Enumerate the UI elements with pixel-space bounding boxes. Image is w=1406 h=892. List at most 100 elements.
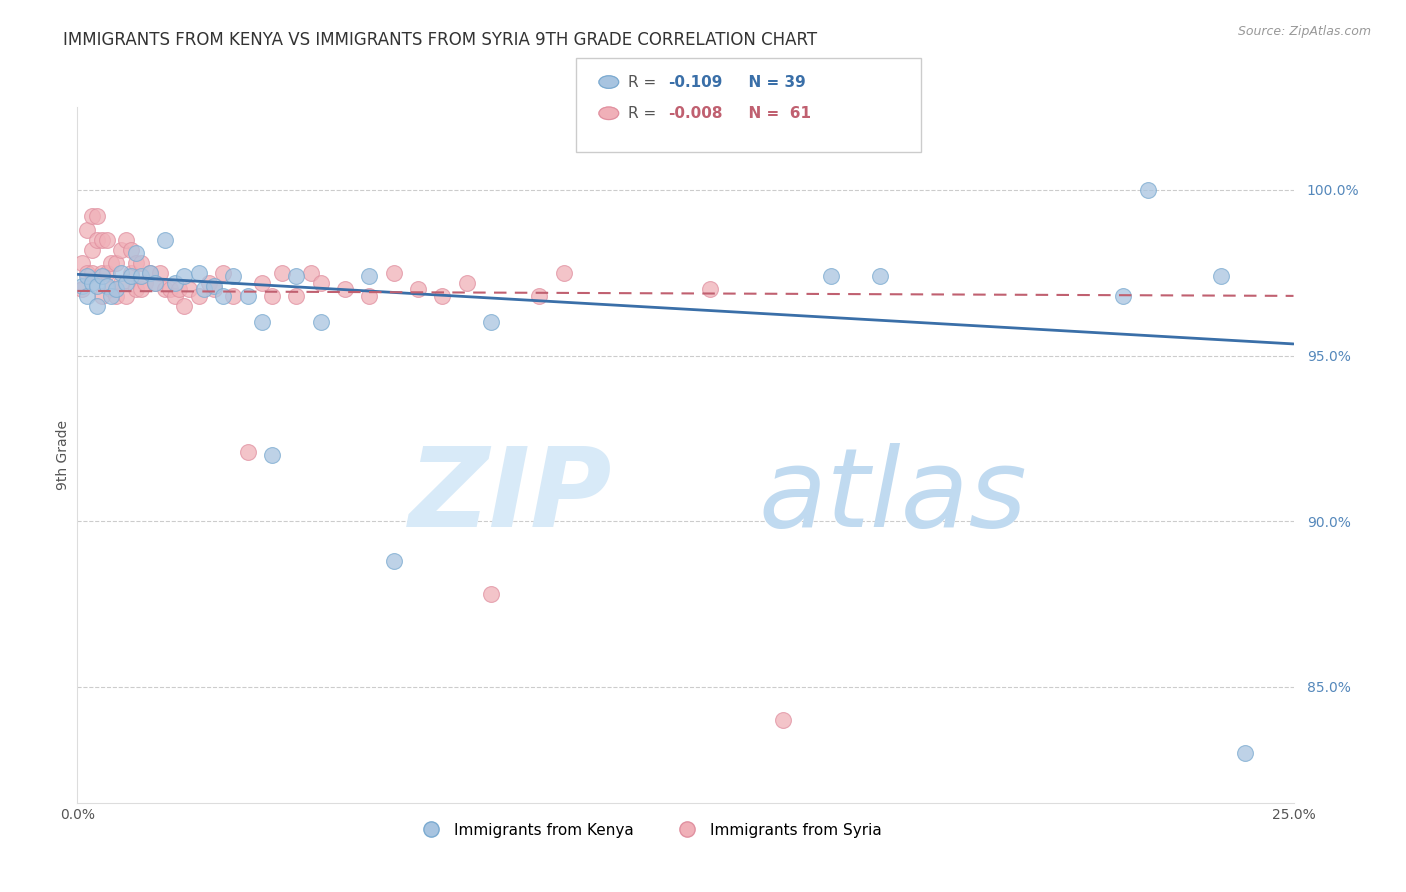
Point bbox=[430, 289, 453, 303]
Text: ZIP: ZIP bbox=[409, 443, 613, 550]
Point bbox=[406, 282, 429, 296]
Point bbox=[149, 266, 172, 280]
Point bbox=[359, 268, 381, 283]
Point bbox=[197, 276, 219, 290]
Point bbox=[159, 282, 181, 296]
Point bbox=[479, 315, 502, 329]
Point bbox=[188, 266, 211, 280]
Point bbox=[173, 299, 195, 313]
Point bbox=[202, 279, 225, 293]
Point bbox=[153, 282, 176, 296]
Point bbox=[143, 276, 166, 290]
Point bbox=[285, 289, 308, 303]
Text: R =: R = bbox=[628, 106, 662, 121]
Point bbox=[120, 243, 142, 257]
Point bbox=[125, 256, 148, 270]
Point bbox=[222, 268, 245, 283]
Point bbox=[169, 282, 191, 296]
Point bbox=[359, 289, 381, 303]
Point bbox=[90, 268, 112, 283]
Point bbox=[76, 268, 98, 283]
Text: -0.109: -0.109 bbox=[668, 75, 723, 90]
Point bbox=[110, 276, 132, 290]
Point bbox=[309, 276, 332, 290]
Point bbox=[110, 266, 132, 280]
Point bbox=[100, 289, 122, 303]
Point bbox=[90, 233, 112, 247]
Point bbox=[382, 554, 405, 568]
Point bbox=[134, 276, 156, 290]
Point bbox=[70, 279, 93, 293]
Point bbox=[70, 256, 93, 270]
Point bbox=[179, 282, 201, 296]
Point bbox=[125, 282, 148, 296]
Point bbox=[1209, 268, 1232, 283]
Point bbox=[1136, 183, 1159, 197]
Point bbox=[250, 315, 273, 329]
Point bbox=[90, 266, 112, 280]
Point bbox=[76, 289, 98, 303]
Point bbox=[202, 282, 225, 296]
Point bbox=[80, 243, 103, 257]
Point bbox=[100, 282, 122, 296]
Text: Source: ZipAtlas.com: Source: ZipAtlas.com bbox=[1237, 25, 1371, 38]
Point bbox=[105, 289, 128, 303]
Point bbox=[100, 256, 122, 270]
Point bbox=[120, 268, 142, 283]
Point bbox=[105, 256, 128, 270]
Point bbox=[80, 266, 103, 280]
Point bbox=[333, 282, 356, 296]
Point bbox=[90, 289, 112, 303]
Point bbox=[105, 282, 128, 296]
Point bbox=[382, 266, 405, 280]
Point bbox=[80, 276, 103, 290]
Text: N = 39: N = 39 bbox=[738, 75, 806, 90]
Point bbox=[260, 289, 283, 303]
Text: N =  61: N = 61 bbox=[738, 106, 811, 121]
Point bbox=[193, 282, 215, 296]
Point bbox=[153, 233, 176, 247]
Point bbox=[70, 282, 93, 296]
Point bbox=[163, 289, 186, 303]
Point bbox=[699, 282, 721, 296]
Point bbox=[1233, 746, 1256, 760]
Point bbox=[110, 243, 132, 257]
Point bbox=[820, 268, 842, 283]
Point bbox=[86, 233, 108, 247]
Legend: Immigrants from Kenya, Immigrants from Syria: Immigrants from Kenya, Immigrants from S… bbox=[409, 817, 889, 844]
Point bbox=[96, 266, 118, 280]
Point bbox=[115, 233, 138, 247]
Point bbox=[1112, 289, 1135, 303]
Point bbox=[869, 268, 891, 283]
Point bbox=[285, 268, 308, 283]
Point bbox=[250, 276, 273, 290]
Point bbox=[76, 266, 98, 280]
Text: IMMIGRANTS FROM KENYA VS IMMIGRANTS FROM SYRIA 9TH GRADE CORRELATION CHART: IMMIGRANTS FROM KENYA VS IMMIGRANTS FROM… bbox=[63, 31, 817, 49]
Point bbox=[76, 222, 98, 236]
Point bbox=[212, 289, 235, 303]
Text: atlas: atlas bbox=[758, 443, 1026, 550]
Text: R =: R = bbox=[628, 75, 662, 90]
Point bbox=[86, 210, 108, 224]
Point bbox=[129, 282, 152, 296]
Point bbox=[553, 266, 575, 280]
Point bbox=[163, 276, 186, 290]
Point bbox=[129, 256, 152, 270]
Point bbox=[479, 587, 502, 601]
Point bbox=[188, 289, 211, 303]
Point bbox=[299, 266, 322, 280]
Point bbox=[86, 279, 108, 293]
Point bbox=[270, 266, 292, 280]
Point bbox=[236, 444, 259, 458]
Point bbox=[143, 276, 166, 290]
Point bbox=[309, 315, 332, 329]
Point bbox=[96, 279, 118, 293]
Point bbox=[115, 276, 138, 290]
Point bbox=[120, 266, 142, 280]
Point bbox=[125, 245, 148, 260]
Point bbox=[139, 266, 162, 280]
Point bbox=[173, 268, 195, 283]
Point bbox=[139, 266, 162, 280]
Point bbox=[456, 276, 478, 290]
Point bbox=[772, 713, 794, 727]
